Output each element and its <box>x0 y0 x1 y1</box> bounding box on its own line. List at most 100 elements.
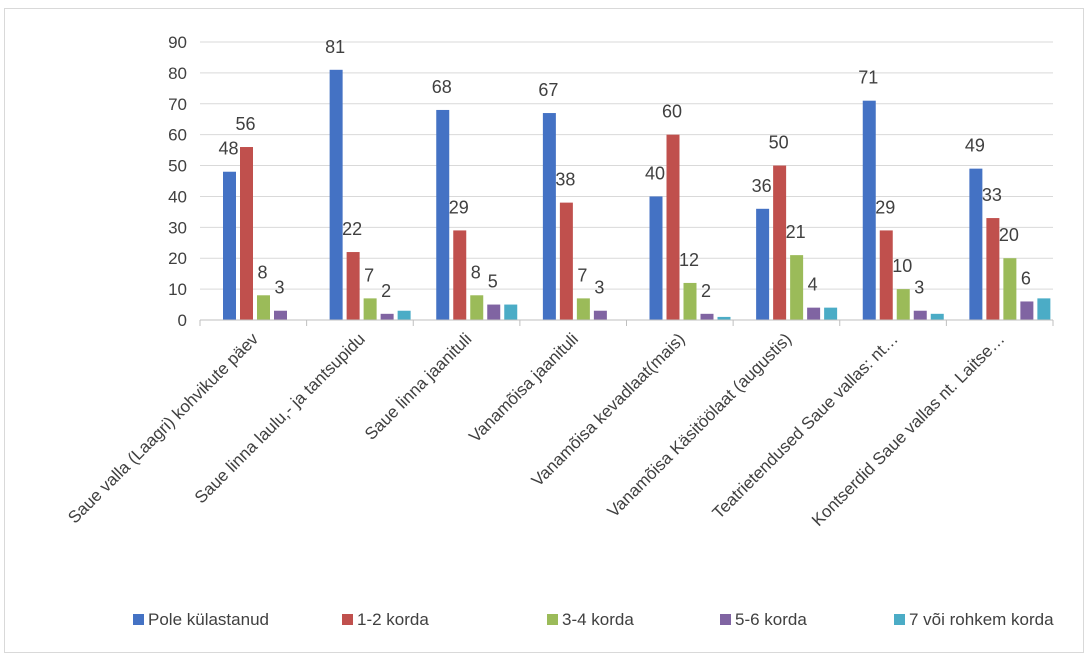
data-label: 56 <box>235 114 255 134</box>
gridlines <box>200 41 1053 290</box>
bar <box>380 313 394 320</box>
y-axis-tick-labels: 0 10 20 30 40 50 60 70 80 90 <box>168 33 187 330</box>
data-label: 7 <box>577 265 587 285</box>
legend-label: 3-4 korda <box>562 610 634 629</box>
data-label: 81 <box>325 37 345 57</box>
bar <box>559 202 573 320</box>
data-label: 3 <box>914 278 924 298</box>
legend-label: 7 või rohkem korda <box>909 610 1054 629</box>
bar <box>274 310 287 320</box>
data-label: 48 <box>218 139 238 159</box>
data-label: 8 <box>257 262 267 282</box>
category-label: Saue linna jaanituli <box>361 329 475 443</box>
bar <box>773 165 787 320</box>
data-label: 3 <box>274 278 284 298</box>
bar <box>807 307 821 320</box>
data-label: 20 <box>999 225 1019 245</box>
data-label: 2 <box>701 281 711 301</box>
bar <box>223 171 236 320</box>
data-label: 6 <box>1021 268 1031 288</box>
legend-swatch <box>342 614 353 625</box>
y-tick-label: 90 <box>168 33 187 52</box>
data-label: 67 <box>538 80 558 100</box>
y-tick-label: 20 <box>168 249 187 268</box>
bar <box>1037 298 1051 320</box>
category-label: Kontserdid Saue vallas nt. Laitse… <box>808 329 1009 530</box>
bar <box>1003 258 1017 320</box>
data-label: 29 <box>875 197 895 217</box>
bar <box>329 69 343 320</box>
legend-swatch <box>720 614 731 625</box>
y-tick-label: 60 <box>168 126 187 145</box>
bar <box>1020 301 1034 320</box>
data-label: 71 <box>858 68 878 88</box>
data-label: 33 <box>982 185 1002 205</box>
bar <box>756 208 770 320</box>
data-label: 22 <box>342 219 362 239</box>
y-tick-label: 80 <box>168 64 187 83</box>
bar <box>649 196 663 320</box>
data-label: 7 <box>364 265 374 285</box>
data-label: 40 <box>645 163 665 183</box>
bar <box>896 289 910 320</box>
data-label: 29 <box>449 197 469 217</box>
bar <box>666 134 680 320</box>
category-label: Saue valla (Laagri) kohvikute päev <box>64 329 262 527</box>
bar <box>397 310 411 320</box>
data-label: 49 <box>965 136 985 156</box>
bar <box>930 313 944 320</box>
bar <box>593 310 607 320</box>
legend-label: 5-6 korda <box>735 610 807 629</box>
data-label: 38 <box>555 170 575 190</box>
y-tick-label: 40 <box>168 187 187 206</box>
data-label: 5 <box>488 272 498 292</box>
legend-label: 1-2 korda <box>357 610 429 629</box>
data-label: 21 <box>786 222 806 242</box>
data-label: 2 <box>381 281 391 301</box>
bar <box>363 298 377 320</box>
category-label: Teatrietendused Saue vallas: nt… <box>709 329 902 522</box>
legend-swatch <box>547 614 558 625</box>
y-tick-label: 30 <box>168 218 187 237</box>
chart-frame: 0 10 20 30 40 50 60 70 80 90 48 56 8 3 81 22 7 2 68 29 8 5 67… <box>4 8 1084 653</box>
bar <box>879 230 893 320</box>
legend: Pole külastanud 1-2 korda 3-4 korda 5-6 kor… <box>133 610 1054 629</box>
y-tick-label: 50 <box>168 157 187 176</box>
legend-label: Pole külastanud <box>148 610 269 629</box>
bar <box>790 255 804 320</box>
bar <box>504 304 518 320</box>
legend-swatch <box>133 614 144 625</box>
bar <box>542 113 556 321</box>
category-label: Saue linna laulu,- ja tantsupidu <box>191 329 369 507</box>
data-label: 60 <box>662 102 682 122</box>
y-tick-label: 0 <box>178 311 187 330</box>
bar <box>683 282 697 320</box>
bar <box>470 295 484 320</box>
y-tick-label: 70 <box>168 95 187 114</box>
bar <box>436 109 450 320</box>
y-tick-label: 10 <box>168 280 187 299</box>
legend-swatch <box>894 614 905 625</box>
bar <box>487 304 501 320</box>
bar <box>969 168 983 320</box>
data-label: 36 <box>752 176 772 196</box>
bars <box>223 69 1051 321</box>
bar <box>346 252 360 320</box>
data-label: 3 <box>594 278 604 298</box>
data-label: 50 <box>769 133 789 153</box>
bar <box>257 295 270 320</box>
bar <box>913 310 927 320</box>
bar <box>700 313 714 320</box>
bar <box>453 230 467 320</box>
data-label: 12 <box>679 250 699 270</box>
data-label: 10 <box>892 256 912 276</box>
bar <box>824 307 838 320</box>
category-label: Vanamõisa Käsitöölaat (augustis) <box>604 329 796 521</box>
bar <box>717 316 731 320</box>
x-axis <box>199 319 1054 326</box>
data-label: 68 <box>432 77 452 97</box>
bar <box>240 147 253 320</box>
